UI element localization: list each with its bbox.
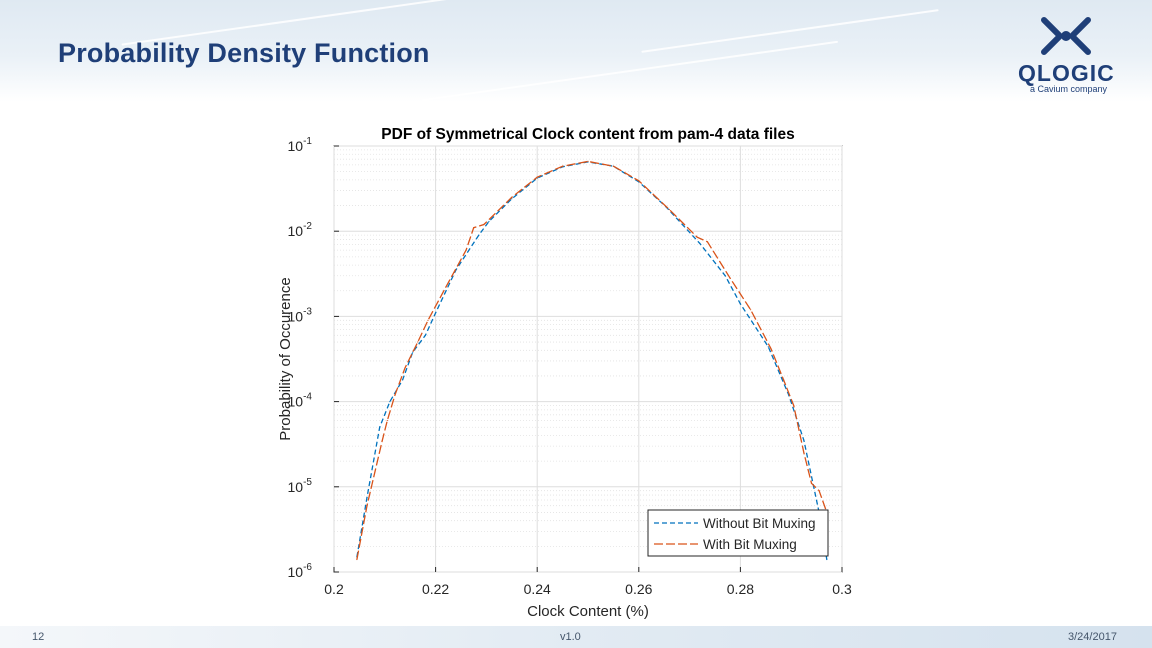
data-point	[803, 439, 805, 441]
data-point	[668, 208, 670, 211]
y-tick-exponent: -5	[303, 477, 312, 488]
plot-area	[333, 145, 843, 573]
x-tick-label: 0.22	[422, 581, 449, 597]
data-point	[488, 220, 490, 223]
series-line	[356, 160, 828, 560]
data-point	[724, 275, 726, 277]
data-point	[417, 341, 419, 343]
data-point	[465, 249, 467, 251]
chart-series-layer	[356, 160, 828, 561]
y-tick-label: 10-6	[288, 562, 313, 580]
data-point	[394, 394, 396, 396]
version-label: v1.0	[560, 631, 581, 643]
legend-label: Without Bit Muxing	[703, 516, 816, 531]
data-point	[536, 176, 538, 178]
chart-grid	[333, 145, 843, 573]
header-decoration	[421, 40, 839, 102]
data-point	[389, 401, 391, 403]
x-tick-label: 0.3	[832, 581, 852, 597]
logo-tagline: a Cavium company	[1030, 84, 1108, 94]
y-tick-label: 10-5	[288, 477, 313, 495]
series-line	[356, 161, 828, 560]
data-point	[473, 227, 475, 229]
slide-footer: 12 v1.0 3/24/2017	[0, 626, 1152, 648]
data-point	[638, 180, 640, 182]
data-point	[402, 379, 404, 381]
y-axis-label: Probability of Occurence	[277, 277, 294, 440]
data-point	[427, 319, 429, 321]
x-tick-label: 0.24	[524, 581, 551, 597]
y-tick-exponent: -3	[303, 306, 312, 317]
data-point	[386, 419, 388, 422]
data-point	[366, 496, 368, 498]
data-point	[587, 160, 589, 162]
data-point	[750, 309, 752, 311]
y-axis: 10-110-210-310-410-510-6	[288, 136, 339, 580]
x-axis-label: Clock Content (%)	[527, 603, 649, 620]
qlogic-logo: QLOGIC a Cavium company	[1010, 14, 1140, 98]
data-point	[445, 286, 447, 288]
legend-box	[647, 509, 829, 557]
data-point	[818, 490, 820, 492]
pdf-chart: 0.2 0.22 0.24 0.26 0.28 0.3 10-110-210-310-41…	[277, 126, 852, 620]
data-point	[381, 439, 383, 441]
x-tick-label: 0.2	[324, 581, 344, 597]
slide-header: Probability Density Function QLOGIC a Ca…	[0, 0, 1152, 102]
data-point	[366, 505, 368, 507]
data-point	[696, 236, 698, 238]
y-tick-exponent: -4	[303, 392, 312, 403]
data-point	[356, 558, 358, 561]
data-point	[739, 303, 741, 305]
data-point	[793, 404, 795, 407]
data-point	[767, 346, 769, 348]
date-label: 3/24/2017	[1068, 631, 1117, 643]
data-point	[478, 234, 480, 236]
data-point	[783, 379, 785, 381]
data-point	[729, 277, 731, 279]
y-tick-exponent: -2	[303, 221, 312, 232]
header-decoration	[641, 9, 939, 53]
y-tick-exponent: -1	[303, 136, 312, 147]
chart-title: PDF of Symmetrical Clock content from pa…	[381, 126, 794, 143]
x-tick-label: 0.28	[727, 581, 754, 597]
data-point	[379, 426, 381, 428]
data-point	[826, 558, 828, 561]
chart-legend: Without Bit Muxing With Bit Muxing	[647, 509, 829, 557]
legend-label: With Bit Muxing	[703, 537, 797, 552]
y-tick-exponent: -6	[303, 562, 312, 573]
data-point	[511, 196, 513, 198]
data-point	[810, 482, 813, 484]
data-point	[412, 351, 414, 353]
qlogic-mark-icon	[1041, 17, 1091, 55]
data-point	[424, 334, 426, 336]
data-point	[706, 241, 708, 243]
data-point	[699, 242, 701, 244]
data-point	[562, 165, 564, 167]
y-tick-label: 10-2	[288, 221, 313, 239]
x-tick-label: 0.26	[625, 581, 652, 597]
data-point	[404, 367, 406, 369]
slide-title: Probability Density Function	[58, 38, 430, 68]
data-point	[770, 347, 772, 350]
page-number: 12	[32, 631, 45, 643]
data-point	[803, 452, 805, 454]
data-point	[612, 165, 614, 167]
data-point	[435, 312, 437, 314]
logo-wordmark: QLOGIC	[1018, 60, 1115, 86]
y-tick-label: 10-1	[288, 136, 313, 154]
x-axis: 0.2 0.22 0.24 0.26 0.28 0.3	[324, 567, 852, 597]
data-point	[483, 223, 485, 226]
